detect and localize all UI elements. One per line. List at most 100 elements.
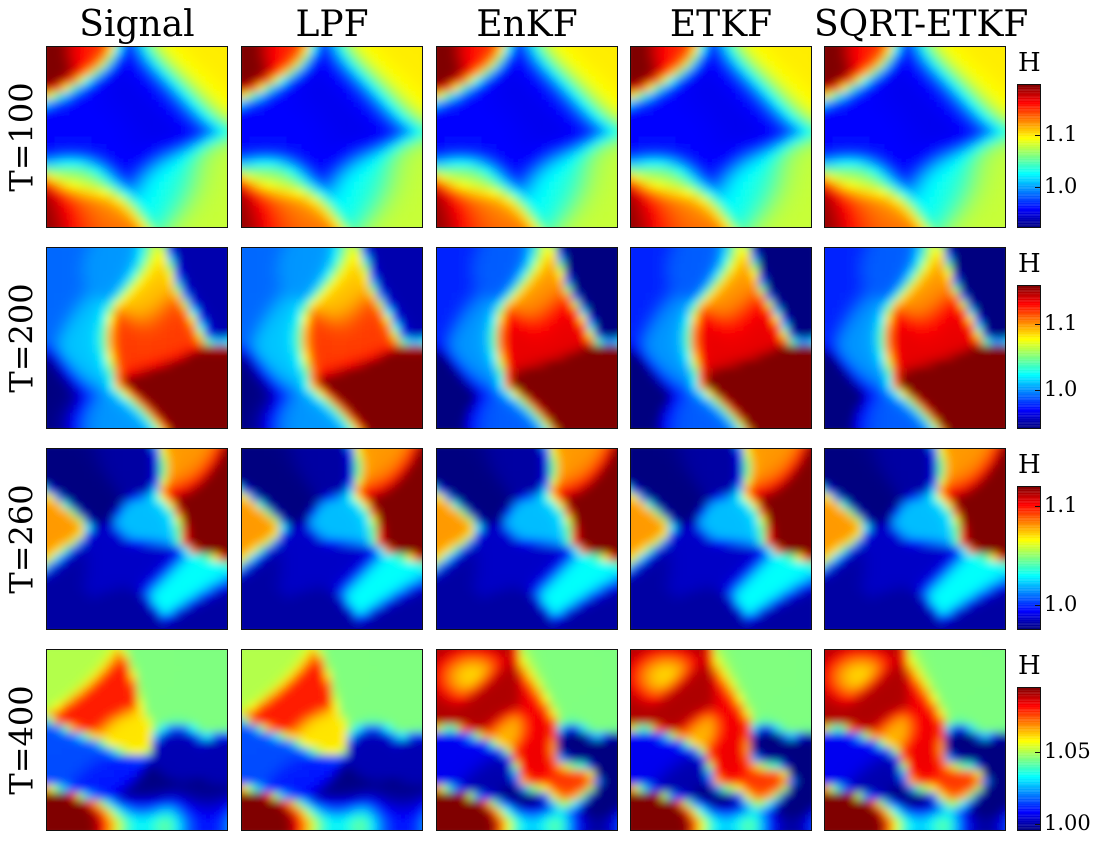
heatmap-cell: [346, 159, 355, 168]
heatmap-cell: [264, 307, 273, 316]
heatmap-cell: [571, 166, 580, 175]
heatmap-cell: [720, 129, 729, 138]
heatmap-cell: [444, 61, 453, 70]
heatmap-cell: [758, 189, 767, 198]
heatmap-cell: [324, 300, 333, 309]
heatmap-cell: [106, 248, 115, 256]
heatmap-cell: [189, 367, 198, 376]
heatmap-cell: [69, 277, 78, 286]
heatmap-cell: [219, 84, 227, 93]
heatmap-cell: [151, 76, 160, 85]
heatmap-cell: [437, 204, 445, 213]
heatmap-cell: [324, 151, 333, 160]
heatmap-cell: [219, 166, 227, 175]
heatmap-cell: [242, 181, 250, 190]
heatmap-cell: [489, 61, 498, 70]
heatmap-cell: [638, 114, 647, 123]
heatmap-cell: [437, 270, 445, 279]
heatmap-cell: [511, 166, 520, 175]
heatmap-cell: [496, 189, 505, 198]
heatmap-cell: [825, 106, 833, 115]
heatmap-cell: [549, 174, 558, 183]
heatmap-cell: [914, 151, 923, 160]
heatmap-cell: [765, 144, 774, 153]
heatmap-cell: [339, 412, 348, 421]
heatmap-cell: [922, 129, 931, 138]
heatmap-cell: [773, 61, 782, 70]
heatmap-cell: [862, 219, 871, 227]
heatmap-cell: [929, 84, 938, 93]
heatmap-cell: [444, 248, 453, 256]
heatmap-cell: [504, 54, 513, 63]
heatmap-cell: [399, 315, 408, 324]
heatmap-cell: [339, 114, 348, 123]
heatmap-cell: [316, 248, 325, 256]
heatmap-cell: [69, 174, 78, 183]
heatmap-cell: [249, 390, 258, 399]
heatmap-cell: [309, 196, 318, 205]
heatmap-cell: [481, 54, 490, 63]
heatmap-cell: [549, 219, 558, 227]
heatmap-cell: [211, 196, 220, 205]
heatmap-cell: [862, 204, 871, 213]
heatmap-cell: [698, 47, 707, 55]
heatmap-cell: [106, 292, 115, 301]
heatmap-cell: [728, 84, 737, 93]
heatmap-cell: [481, 151, 490, 160]
heatmap-cell: [758, 54, 767, 63]
heatmap-cell: [929, 211, 938, 220]
heatmap-cell: [286, 204, 295, 213]
heatmap-cell: [271, 255, 280, 264]
heatmap-cell: [136, 189, 145, 198]
heatmap-cell: [91, 330, 100, 339]
heatmap-cell: [301, 292, 310, 301]
heatmap-cell: [242, 211, 250, 220]
heatmap-cell: [474, 54, 483, 63]
heatmap-cell: [84, 151, 93, 160]
heatmap-cell: [219, 300, 227, 309]
heatmap-cell: [354, 136, 363, 145]
heatmap-cell: [892, 174, 901, 183]
heatmap-cell: [705, 129, 714, 138]
heatmap-cell: [862, 166, 871, 175]
heatmap-cell: [331, 345, 340, 354]
heatmap-cell: [937, 159, 946, 168]
heatmap-cell: [862, 174, 871, 183]
heatmap-cell: [54, 204, 63, 213]
heatmap-cell: [967, 61, 976, 70]
heatmap-cell: [773, 106, 782, 115]
heatmap-cell: [339, 367, 348, 376]
heatmap-cell: [765, 121, 774, 130]
heatmap-cell: [705, 219, 714, 227]
heatmap-cell: [196, 330, 205, 339]
heatmap-cell: [339, 166, 348, 175]
heatmap-cell: [346, 121, 355, 130]
heatmap-cell: [136, 151, 145, 160]
heatmap-cell: [391, 360, 400, 369]
heatmap-cell: [316, 181, 325, 190]
heatmap-cell: [249, 412, 258, 421]
heatmap-cell: [204, 345, 213, 354]
heatmap-cell: [331, 285, 340, 294]
heatmap-cell: [668, 99, 677, 108]
heatmap-cell: [474, 181, 483, 190]
heatmap-cell: [211, 174, 220, 183]
heatmap-cell: [271, 270, 280, 279]
heatmap-cell: [773, 99, 782, 108]
colorbar-step: [1018, 143, 1040, 145]
heatmap-cell: [519, 166, 528, 175]
heatmap-cell: [899, 47, 908, 55]
heatmap-cell: [136, 412, 145, 421]
heatmap-cell: [84, 189, 93, 198]
heatmap-cell: [159, 390, 168, 399]
heatmap-cell: [601, 61, 610, 70]
heatmap-cell: [136, 345, 145, 354]
heatmap-cell: [324, 76, 333, 85]
heatmap-cell: [384, 204, 393, 213]
heatmap-cell: [773, 189, 782, 198]
heatmap-cell: [331, 277, 340, 286]
heatmap-cell: [526, 61, 535, 70]
heatmap-cell: [586, 54, 595, 63]
heatmap-cell: [773, 47, 782, 55]
heatmap-cell: [271, 196, 280, 205]
